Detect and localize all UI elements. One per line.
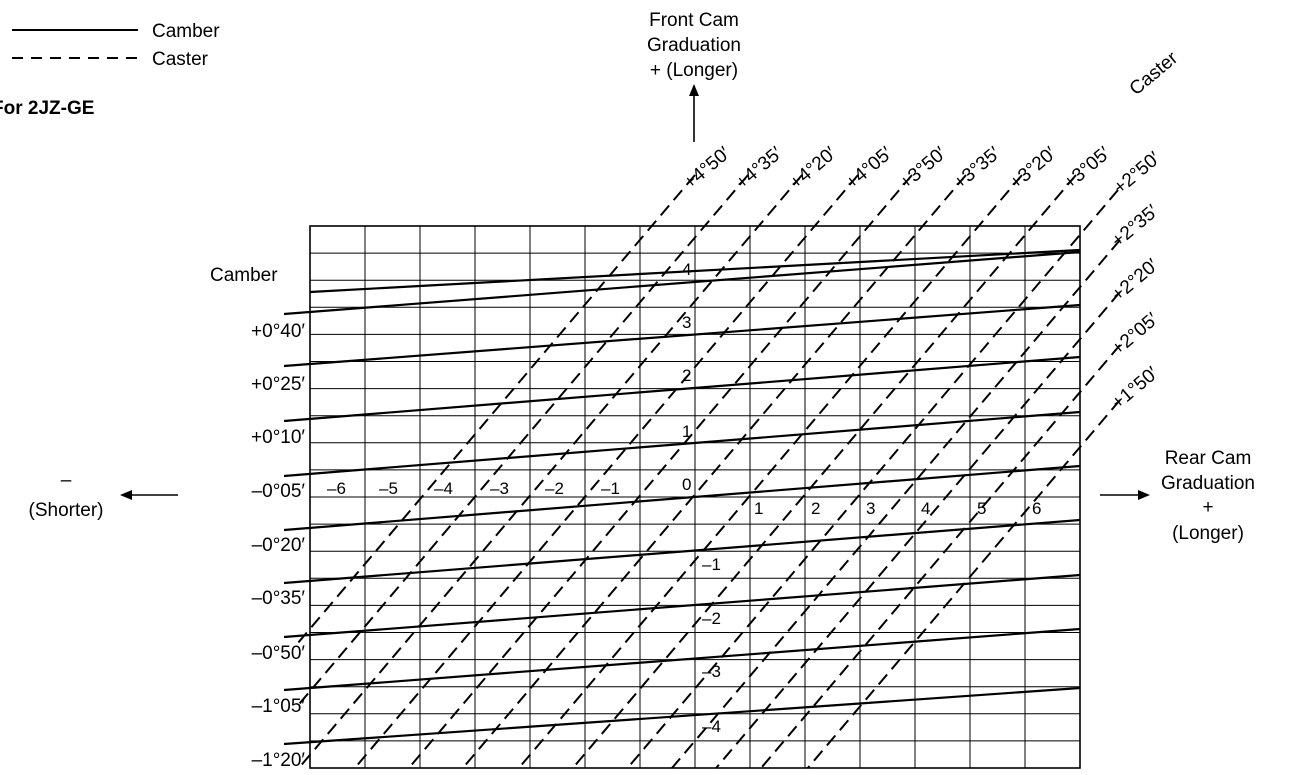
front-graduation-label: –1 xyxy=(702,555,721,574)
caster-value-label: +3°35′ xyxy=(950,143,1005,194)
caster-value-label: +4°05′ xyxy=(842,143,897,194)
shorter-heading: – (Shorter) xyxy=(29,470,178,521)
rear-graduation-label: 3 xyxy=(866,499,875,518)
rear-graduation-label: –1 xyxy=(601,479,620,498)
caster-value-label: +4°20′ xyxy=(786,143,841,194)
caster-value-label: +4°35′ xyxy=(732,143,787,194)
caster-line xyxy=(297,174,696,644)
rear-graduation-label: 1 xyxy=(754,499,763,518)
front-cam-line3: + (Longer) xyxy=(650,60,738,81)
caster-line xyxy=(715,291,1121,769)
camber-value-label: –1°20′ xyxy=(252,750,306,771)
camber-value-label: –0°05′ xyxy=(252,481,306,502)
caster-line xyxy=(298,174,803,769)
caster-value-label: +2°35′ xyxy=(1108,201,1163,252)
front-cam-line1: Front Cam xyxy=(649,10,739,31)
camber-value-label: +0°40′ xyxy=(251,321,305,342)
legend-camber-label: Camber xyxy=(152,21,220,42)
front-graduation-label: 0 xyxy=(682,475,691,494)
camber-value-labels: +0°40′ +0°25′ +0°10′ –0°05′ –0°20′ –0°35′ –0°5… xyxy=(251,321,305,771)
front-graduation-label: –3 xyxy=(702,662,721,681)
shorter-sign: – xyxy=(61,470,72,491)
shorter-arrow-head xyxy=(120,490,132,500)
caster-line xyxy=(626,189,1119,769)
caster-line xyxy=(354,174,859,769)
shorter-label: (Shorter) xyxy=(29,500,104,521)
front-graduation-label: –2 xyxy=(702,609,721,628)
front-cam-line2: Graduation xyxy=(647,35,741,56)
front-graduation-label: –4 xyxy=(702,717,721,736)
model-label: For 2JZ-GE xyxy=(0,98,94,119)
legend-caster-label: Caster xyxy=(152,49,209,70)
rear-graduation-label: 2 xyxy=(811,499,820,518)
camber-value-label: –1°05′ xyxy=(252,696,306,717)
rear-graduation-label: –3 xyxy=(490,479,509,498)
rear-graduation-label: –2 xyxy=(545,479,564,498)
camber-line xyxy=(283,686,1081,746)
caster-line xyxy=(760,344,1121,769)
caster-line xyxy=(671,239,1121,769)
camber-line xyxy=(283,627,1081,692)
camber-value-label: –0°35′ xyxy=(252,588,306,609)
caster-value-label: +3°20′ xyxy=(1006,143,1061,194)
camber-line xyxy=(283,303,1081,368)
caster-line xyxy=(462,174,967,769)
rear-cam-line1: Rear Cam xyxy=(1165,448,1252,469)
front-graduation-labels: 4 3 2 1 0 –1 –2 –3 –4 xyxy=(682,260,721,736)
camber-line xyxy=(283,573,1081,639)
camber-value-label: –0°20′ xyxy=(252,535,306,556)
caster-value-label: +2°05′ xyxy=(1108,309,1163,360)
camber-line xyxy=(283,250,1081,316)
caster-line xyxy=(297,174,749,707)
rear-graduation-label: –6 xyxy=(327,479,346,498)
front-graduation-label: 2 xyxy=(682,366,691,385)
rear-graduation-label: –5 xyxy=(379,479,398,498)
camber-line xyxy=(283,410,1081,478)
front-graduation-label: 4 xyxy=(682,260,691,279)
rear-graduation-label: –4 xyxy=(434,479,453,498)
camber-value-label: –0°50′ xyxy=(252,643,306,664)
camber-line xyxy=(283,355,1081,423)
caster-line xyxy=(408,174,913,769)
camber-value-label: +0°25′ xyxy=(251,374,305,395)
front-cam-arrow-head xyxy=(689,84,699,96)
caster-line xyxy=(806,399,1121,769)
caster-value-label: +4°50′ xyxy=(680,143,735,194)
rear-cam-line4: (Longer) xyxy=(1172,523,1244,544)
rear-graduation-label: 6 xyxy=(1032,499,1041,518)
rear-graduation-label: 5 xyxy=(977,499,986,518)
caster-line xyxy=(518,174,1023,769)
rear-cam-line2: Graduation xyxy=(1161,473,1255,494)
camber-axis-title: Camber xyxy=(210,265,278,286)
rear-graduation-label: 4 xyxy=(921,499,930,518)
caster-line xyxy=(572,174,1077,769)
front-cam-heading: Front Cam Graduation + (Longer) xyxy=(647,10,741,142)
camber-line xyxy=(283,464,1081,532)
rear-cam-line3: + xyxy=(1202,497,1213,518)
front-graduation-label: 1 xyxy=(682,422,691,441)
rear-graduation-labels: –6 –5 –4 –3 –2 –1 1 2 3 4 5 6 xyxy=(327,479,1041,518)
caster-value-label: +2°20′ xyxy=(1108,255,1163,306)
rear-cam-heading: Rear Cam Graduation + (Longer) xyxy=(1100,448,1255,544)
caster-lines xyxy=(297,174,1121,769)
camber-value-label: +0°10′ xyxy=(251,427,305,448)
caster-heading: Caster xyxy=(1126,47,1183,99)
caster-value-label: +3°05′ xyxy=(1060,143,1115,194)
caster-value-label: +2°50′ xyxy=(1110,148,1165,199)
camber-line xyxy=(283,518,1081,585)
caster-value-label: +3°50′ xyxy=(896,143,951,194)
legend: Camber Caster For 2JZ-GE xyxy=(0,21,220,119)
front-graduation-label: 3 xyxy=(682,313,691,332)
caster-value-label: +1°50′ xyxy=(1108,363,1163,414)
rear-cam-arrow-head xyxy=(1138,490,1150,500)
